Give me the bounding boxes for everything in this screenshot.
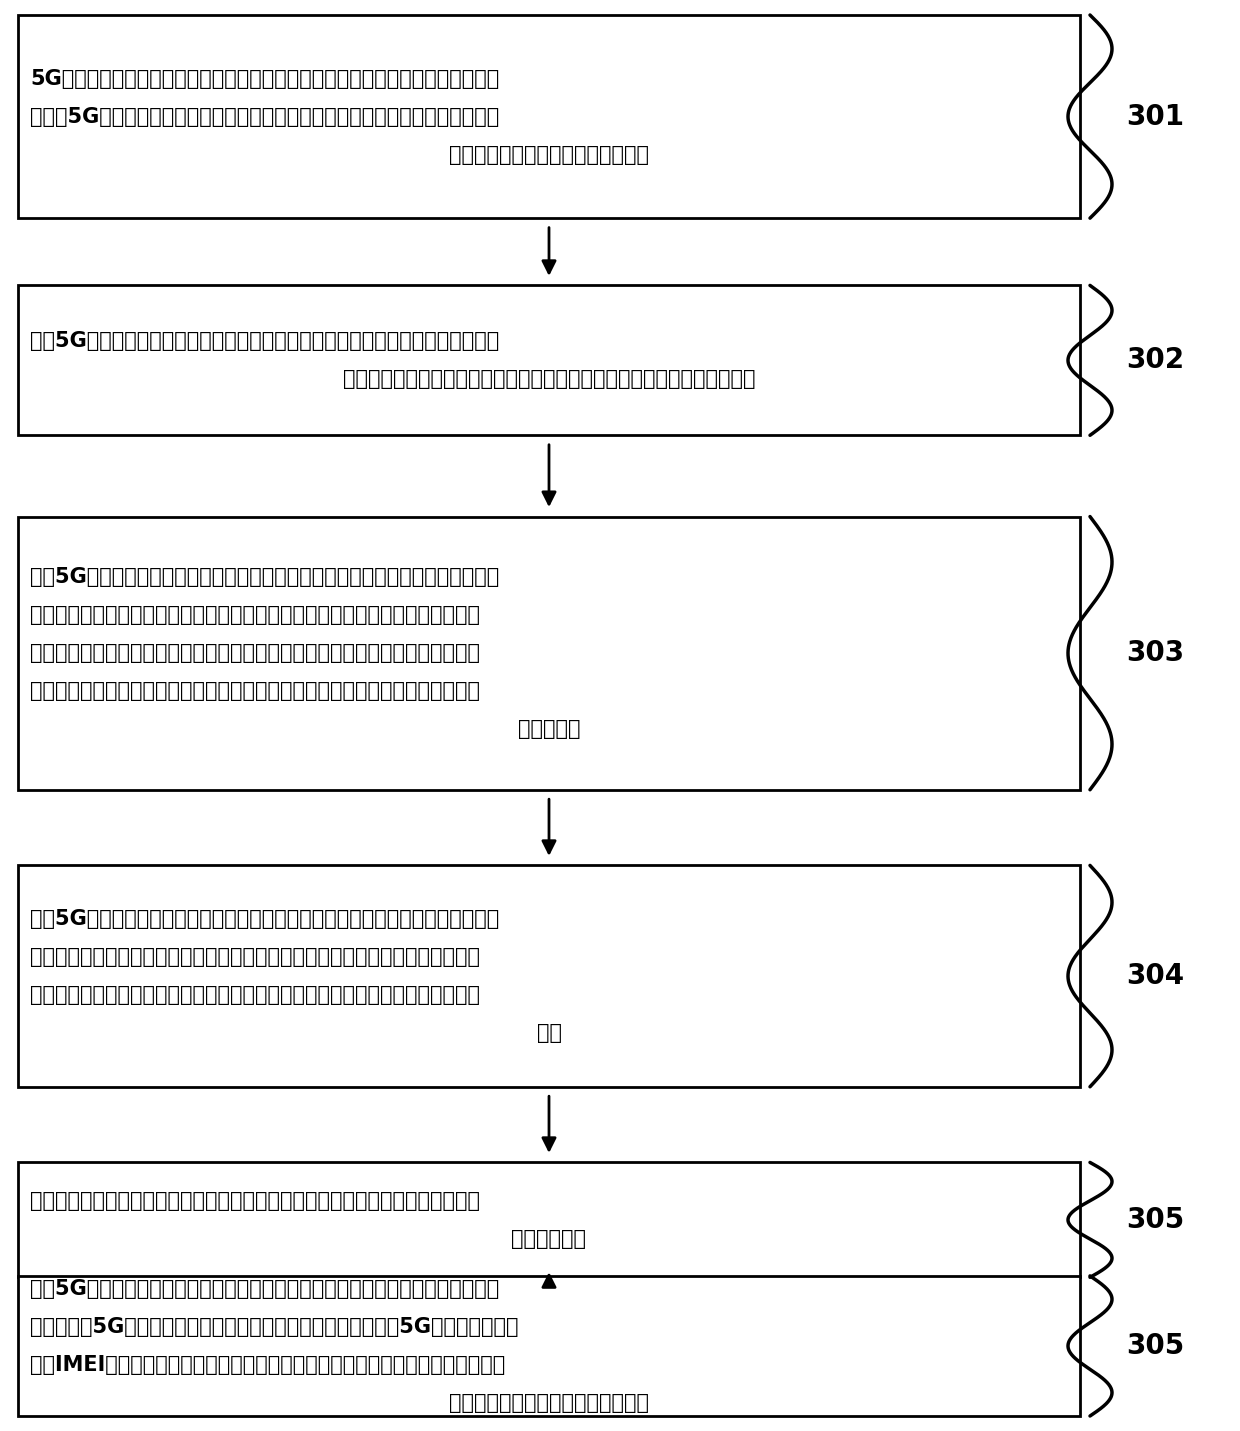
Bar [19, 1162, 1080, 1278]
Text: 述第一哈希值和所述第二哈希值分别与所述第一反馈消息中对应区块的哈希值进行: 述第一哈希值和所述第二哈希值分别与所述第一反馈消息中对应区块的哈希值进行 [30, 985, 480, 1005]
Text: 305: 305 [1126, 1206, 1184, 1234]
Text: 所述5G用户终端设备生成一个用于表示区块序号的随机数，并将所述随机数发送给: 所述5G用户终端设备生成一个用于表示区块序号的随机数，并将所述随机数发送给 [30, 567, 500, 587]
Text: 标运营商的标识返回第二反馈消息，所述第二反馈消息中包括所述随机数指向的第: 标运营商的标识返回第二反馈消息，所述第二反馈消息中包括所述随机数指向的第 [30, 643, 480, 663]
Text: 5G用户终端设备向区块链中的临时身份注册服务器发送注册申请，所述注册申请包: 5G用户终端设备向区块链中的临时身份注册服务器发送注册申请，所述注册申请包 [30, 69, 500, 89]
Bar [19, 14, 1080, 218]
Text: 述临时身份注册服务器进行身份注册: 述临时身份注册服务器进行身份注册 [449, 1392, 649, 1412]
Text: 所述5G用户终端设备根据所述第一区块的区块内容和所述第二区块的区块内容，分: 所述5G用户终端设备根据所述第一区块的区块内容和所述第二区块的区块内容，分 [30, 909, 500, 929]
Text: 所述临时身份注册服务器，以使所述临时身份注册服务器根据所述随机数和所述目: 所述临时身份注册服务器，以使所述临时身份注册服务器根据所述随机数和所述目 [30, 605, 480, 625]
Bar [19, 285, 1080, 435]
Text: 一区块的区块号和区块内容，以及包含所述目标运营商的公钥的第二区块的区块号: 一区块的区块号和区块内容，以及包含所述目标运营商的公钥的第二区块的区块号 [30, 681, 480, 701]
Text: 运营商的公钥: 运营商的公钥 [511, 1229, 587, 1249]
Text: 所述5G用户终端设备根据预设加密算法，采用所述目标运营商的公钥以及所述第一: 所述5G用户终端设备根据预设加密算法，采用所述目标运营商的公钥以及所述第一 [30, 1279, 500, 1299]
Text: 区块链的区块中记录有运营商的公钥: 区块链的区块中记录有运营商的公钥 [449, 145, 649, 165]
Text: 其中，若比对一致，则根据所述目标运营商的标识从所述第二区块中获取所述目标: 其中，若比对一致，则根据所述目标运营商的标识从所述第二区块中获取所述目标 [30, 1191, 480, 1211]
Bar [19, 517, 1080, 790]
Text: 303: 303 [1126, 640, 1184, 667]
Text: 身的IMEI号进行加密，并将加密得到的第一加密数据和第二加密数据一起发送给所: 身的IMEI号进行加密，并将加密得到的第一加密数据和第二加密数据一起发送给所 [30, 1355, 505, 1375]
Text: 馈消息，所述第一反馈消息中包括所述区块链中所有区块的区块号和哈希值: 馈消息，所述第一反馈消息中包括所述区块链中所有区块的区块号和哈希值 [342, 369, 755, 389]
Bar [19, 866, 1080, 1086]
Text: 比对: 比对 [537, 1023, 562, 1043]
Text: 305: 305 [1126, 1332, 1184, 1359]
Text: 304: 304 [1126, 962, 1184, 990]
Text: 别计算所述第一区块对应的第一哈希值和所述第二区块对应的第二哈希值，并将所: 别计算所述第一区块对应的第一哈希值和所述第二区块对应的第二哈希值，并将所 [30, 947, 480, 967]
Text: 所述5G用户终端设备接收所述临时身份注册服务器根据所述注册申请返回的第一反: 所述5G用户终端设备接收所述临时身份注册服务器根据所述注册申请返回的第一反 [30, 332, 500, 352]
Bar [19, 1276, 1080, 1417]
Text: 公钥分别对5G用户终端设备自身的永久身份对应的第二公钥以及5G用户终端设备自: 公钥分别对5G用户终端设备自身的永久身份对应的第二公钥以及5G用户终端设备自 [30, 1317, 518, 1337]
Text: 和区块内容: 和区块内容 [518, 720, 580, 740]
Text: 括所述5G用户终端设备生成的临时身份对应的第一公钥和目标运营商的标识，所述: 括所述5G用户终端设备生成的临时身份对应的第一公钥和目标运营商的标识，所述 [30, 106, 500, 126]
Text: 302: 302 [1126, 346, 1184, 375]
Text: 301: 301 [1126, 103, 1184, 130]
